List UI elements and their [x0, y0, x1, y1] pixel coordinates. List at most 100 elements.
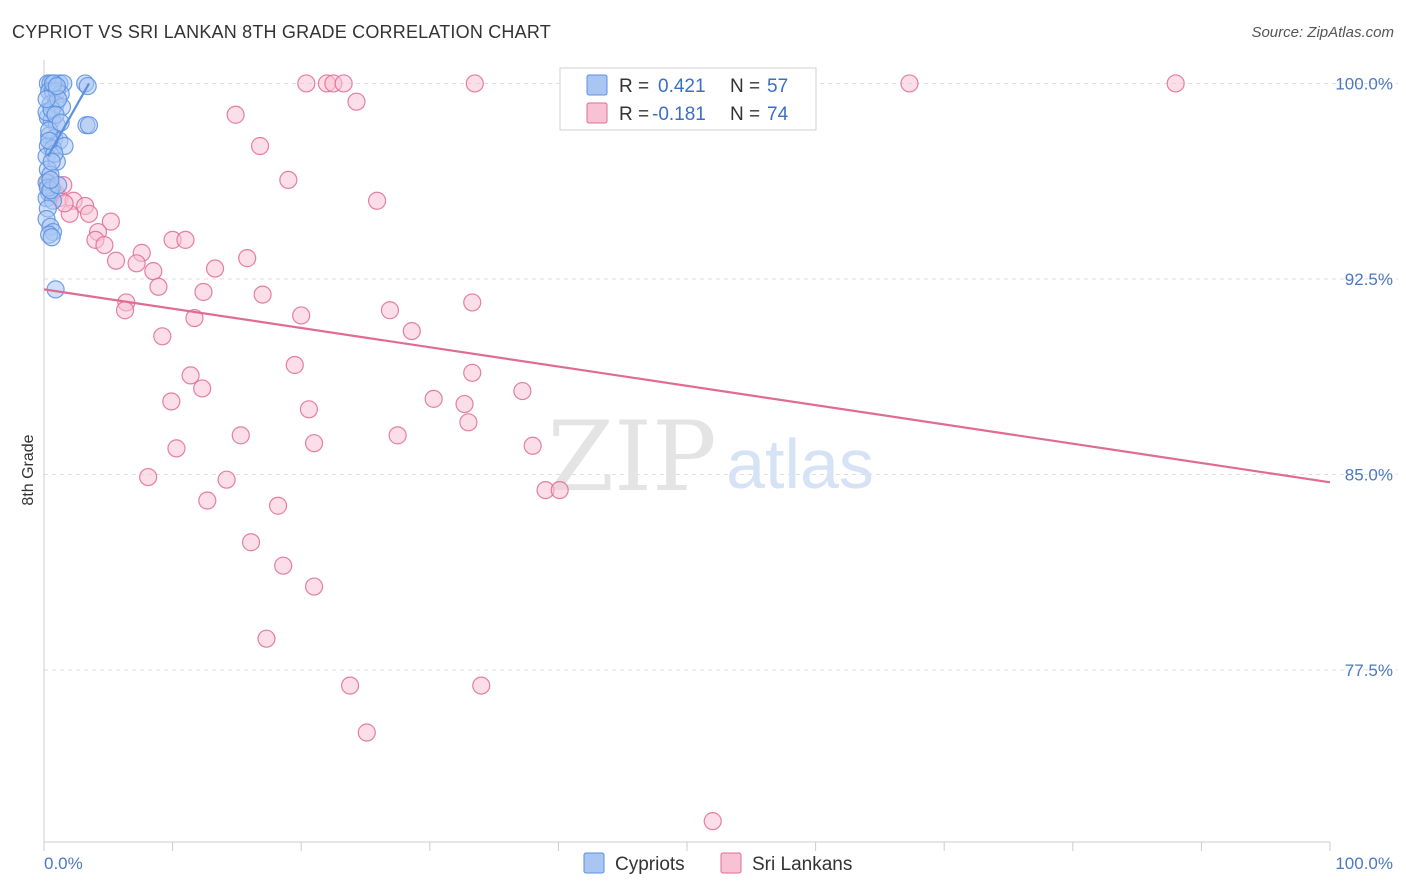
- point-sri-lankans-58: [340, 676, 360, 695]
- point-sri-lankans-73: [367, 191, 387, 210]
- y-tick-labels: 100.0% 92.5% 85.0% 77.5%: [1335, 74, 1393, 680]
- point-sri-lankans-15: [127, 254, 146, 273]
- point-cypriots-56: [41, 170, 60, 190]
- point-sri-lankans-28: [292, 306, 311, 325]
- x-tick-label-0: 0.0%: [44, 854, 83, 873]
- series-legend-swatch-sri-lankans: [720, 852, 742, 874]
- chart-title: CYPRIOT VS SRI LANKAN 8TH GRADE CORRELAT…: [12, 22, 551, 42]
- point-sri-lankans-39: [455, 394, 474, 414]
- point-sri-lankans-33: [285, 355, 304, 375]
- point-sri-lankans-49: [217, 470, 236, 489]
- legend-n-value-cypriots: 57: [767, 76, 788, 97]
- watermark-zip: ZIP: [547, 401, 716, 513]
- legend-n-label-cypriots: N =: [730, 76, 760, 97]
- point-sri-lankans-51: [550, 481, 569, 500]
- point-sri-lankans-16: [106, 251, 126, 270]
- point-sri-lankans-69: [226, 105, 245, 124]
- point-sri-lankans-30: [463, 293, 482, 312]
- point-cypriots-52: [37, 89, 56, 109]
- point-sri-lankans-38: [424, 389, 443, 408]
- point-sri-lankans-43: [167, 439, 186, 458]
- point-sri-lankans-56: [304, 577, 324, 596]
- point-cypriots-55: [40, 131, 59, 150]
- point-sri-lankans-46: [388, 426, 407, 445]
- point-sri-lankans-41: [299, 400, 319, 419]
- y-tick-label-0: 100.0%: [1335, 74, 1393, 93]
- point-sri-lankans-66: [465, 74, 484, 93]
- point-sri-lankans-62: [297, 74, 316, 93]
- point-sri-lankans-44: [231, 426, 250, 445]
- legend-r-value-sri-lankans: -0.181: [652, 104, 706, 125]
- y-tick-label-3: 77.5%: [1345, 661, 1393, 680]
- point-sri-lankans-29: [380, 301, 400, 320]
- legend-swatch-cypriots: [586, 74, 608, 96]
- point-sri-lankans-17: [144, 262, 163, 281]
- point-sri-lankans-40: [162, 392, 181, 411]
- point-sri-lankans-65: [334, 74, 353, 93]
- point-sri-lankans-45: [304, 434, 324, 453]
- point-sri-lankans-59: [472, 676, 491, 695]
- watermark-atlas: atlas: [726, 425, 874, 503]
- legend-r-value-cypriots: 0.421: [658, 76, 706, 97]
- point-sri-lankans-71: [347, 92, 366, 111]
- trend-line-cypriots: [46, 82, 90, 157]
- legend-n-value-sri-lankans: 74: [767, 104, 789, 125]
- x-tick-label-1: 100.0%: [1335, 854, 1393, 873]
- point-sri-lankans-52: [198, 491, 217, 510]
- point-cypriots-49: [42, 152, 61, 171]
- point-sri-lankans-35: [193, 379, 212, 398]
- legend-r-label-sri-lankans: R =: [619, 104, 649, 125]
- gridlines: [44, 82, 1398, 671]
- chart-source: Source: ZipAtlas.com: [1251, 24, 1394, 41]
- point-sri-lankans-24: [253, 285, 272, 304]
- series-legend-label-cypriots: Cypriots: [615, 854, 685, 875]
- legend-r-label-cypriots: R =: [619, 76, 649, 97]
- point-sri-lankans-9: [79, 204, 99, 223]
- point-sri-lankans-55: [274, 556, 293, 575]
- point-sri-lankans-20: [205, 259, 225, 278]
- trend-line-sri-lankans: [43, 288, 1331, 484]
- point-sri-lankans-57: [257, 629, 276, 648]
- point-sri-lankans-31: [402, 321, 421, 341]
- point-sri-lankans-67: [900, 74, 919, 93]
- point-sri-lankans-10: [101, 212, 120, 231]
- series-legend-swatch-cypriots: [583, 852, 605, 874]
- point-sri-lankans-60: [357, 723, 376, 742]
- watermark: ZIP atlas: [547, 401, 874, 513]
- point-sri-lankans-26: [115, 301, 135, 320]
- legend-n-label-sri-lankans: N =: [730, 104, 760, 125]
- point-sri-lankans-19: [176, 230, 195, 249]
- point-sri-lankans-53: [268, 496, 288, 515]
- point-sri-lankans-32: [153, 327, 172, 346]
- correlation-legend: R = 0.421 N = 57 R = -0.181 N = 74: [559, 67, 817, 131]
- point-cypriots-54: [47, 76, 66, 96]
- x-tick-labels: 0.0% 100.0%: [44, 854, 1393, 873]
- point-sri-lankans-13: [95, 235, 114, 255]
- point-cypriots-18: [79, 116, 99, 135]
- point-sri-lankans-23: [194, 282, 213, 302]
- point-sri-lankans-27: [185, 308, 204, 328]
- point-sri-lankans-21: [238, 249, 257, 268]
- y-axis-label: 8th Grade: [20, 434, 37, 505]
- point-sri-lankans-70: [250, 136, 270, 156]
- point-sri-lankans-61: [703, 812, 722, 831]
- point-sri-lankans-54: [241, 533, 261, 552]
- point-sri-lankans-72: [279, 170, 298, 190]
- point-sri-lankans-68: [1166, 74, 1185, 93]
- point-sri-lankans-37: [513, 381, 532, 401]
- point-sri-lankans-42: [459, 413, 478, 432]
- y-tick-label-2: 85.0%: [1345, 465, 1393, 484]
- point-sri-lankans-34: [181, 366, 200, 385]
- point-sri-lankans-22: [149, 277, 168, 296]
- point-sri-lankans-36: [463, 363, 482, 382]
- point-sri-lankans-48: [139, 467, 158, 487]
- series-legend-label-sri-lankans: Sri Lankans: [752, 854, 852, 875]
- legend-swatch-sri-lankans: [586, 102, 608, 124]
- point-sri-lankans-47: [523, 436, 542, 455]
- point-cypriots-39: [42, 228, 61, 247]
- series-legend: Cypriots Sri Lankans: [583, 852, 852, 875]
- trend-lines: [43, 82, 1331, 484]
- y-tick-label-1: 92.5%: [1345, 270, 1393, 289]
- series-cypriots: [37, 74, 99, 299]
